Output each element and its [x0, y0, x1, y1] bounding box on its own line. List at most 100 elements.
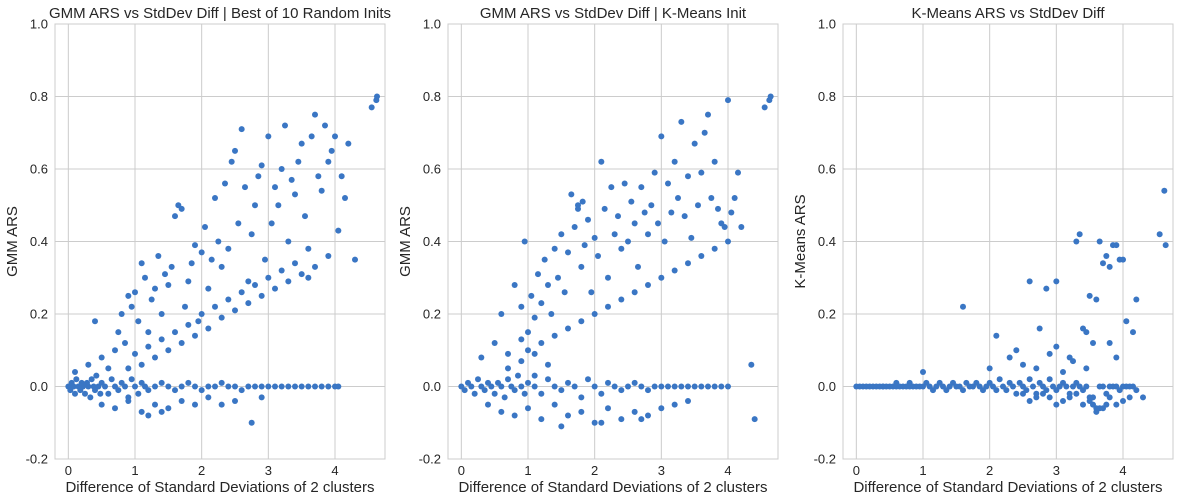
data-point — [145, 387, 152, 394]
data-point — [698, 169, 705, 176]
data-point — [675, 195, 681, 201]
data-point — [708, 195, 715, 201]
data-point — [1036, 325, 1043, 332]
data-point — [272, 184, 278, 191]
chart-panel-1: -0.2 0.0 0.2 0.4 0.6 0.8 1.0 0 1 2 3 4 GMM ARS vs St… — [4, 5, 391, 496]
data-point — [315, 173, 322, 180]
data-point — [115, 329, 122, 336]
data-point — [501, 394, 508, 401]
data-point — [531, 372, 538, 379]
data-point — [1140, 394, 1146, 401]
data-point — [85, 361, 92, 368]
data-point — [685, 398, 691, 404]
data-point — [1126, 394, 1133, 401]
data-point — [1046, 394, 1053, 401]
data-point — [1086, 292, 1093, 299]
data-point — [368, 104, 375, 111]
data-point — [1096, 405, 1103, 412]
data-point — [1013, 390, 1020, 397]
data-point — [631, 220, 638, 227]
data-point — [505, 365, 511, 372]
data-point — [255, 173, 262, 180]
data-point — [128, 303, 135, 310]
data-point — [538, 390, 545, 397]
data-point — [232, 147, 238, 154]
data-point — [738, 224, 745, 230]
data-point — [571, 383, 578, 390]
y-tick-label: 0.6 — [30, 162, 48, 177]
data-point — [1053, 401, 1060, 408]
x-axis-label: Difference of Standard Deviations of 2 c… — [458, 479, 767, 496]
data-point — [525, 329, 531, 336]
data-point — [198, 311, 205, 317]
data-point — [598, 419, 605, 426]
y-tick-label: 0.0 — [818, 379, 836, 394]
x-axis-label: Difference of Standard Deviations of 2 c… — [853, 479, 1162, 496]
data-point — [195, 318, 202, 325]
data-point — [258, 162, 265, 169]
data-point — [192, 401, 198, 408]
data-point — [132, 289, 138, 296]
data-point — [1026, 376, 1033, 383]
data-point — [312, 111, 318, 118]
data-point — [248, 419, 255, 426]
x-axis-label: Difference of Standard Deviations of 2 c… — [65, 479, 374, 496]
data-point — [1066, 394, 1073, 401]
x-tick-label: 4 — [724, 463, 731, 478]
data-point — [538, 416, 545, 423]
x-tick-label: 1 — [131, 463, 138, 478]
data-point — [655, 220, 661, 227]
data-point — [731, 195, 738, 201]
data-point — [98, 354, 105, 361]
data-point — [678, 383, 685, 390]
data-point — [511, 387, 518, 394]
data-point — [374, 93, 380, 100]
data-point — [335, 227, 342, 234]
data-point — [611, 231, 618, 238]
data-point — [262, 256, 268, 263]
data-point — [658, 133, 665, 140]
x-tick-label: 1 — [524, 463, 531, 478]
data-point — [1073, 390, 1080, 397]
data-point — [252, 202, 258, 209]
data-point — [698, 383, 705, 390]
data-point — [645, 412, 651, 419]
data-point — [691, 383, 698, 390]
data-point — [618, 416, 625, 423]
data-point — [511, 282, 518, 288]
data-point — [318, 187, 325, 194]
data-point — [641, 209, 648, 216]
y-tick-label: 0.4 — [818, 234, 836, 249]
x-tick-label: 3 — [1053, 463, 1060, 478]
data-point — [671, 158, 678, 165]
y-tick-label: 0.6 — [818, 162, 836, 177]
data-point — [695, 202, 701, 209]
y-tick-label: 1.0 — [30, 17, 48, 32]
data-point — [658, 405, 665, 412]
data-point — [112, 347, 118, 354]
data-point — [1120, 256, 1126, 263]
data-point — [761, 104, 768, 111]
data-point — [105, 390, 112, 397]
data-point — [625, 238, 631, 245]
data-point — [205, 394, 212, 401]
data-point — [1093, 296, 1100, 303]
data-point — [468, 383, 475, 390]
data-point — [87, 394, 94, 401]
data-point — [345, 140, 352, 147]
data-point — [232, 307, 238, 314]
data-point — [72, 390, 78, 397]
data-point — [678, 118, 685, 125]
data-point — [145, 343, 152, 350]
data-point — [531, 314, 538, 321]
data-point — [122, 383, 128, 390]
data-point — [558, 423, 565, 430]
data-point — [491, 340, 498, 346]
data-point — [1053, 343, 1060, 350]
data-point — [122, 340, 128, 346]
data-point — [551, 332, 558, 339]
data-point — [575, 205, 581, 212]
data-point — [222, 180, 228, 187]
data-point — [1060, 369, 1066, 375]
